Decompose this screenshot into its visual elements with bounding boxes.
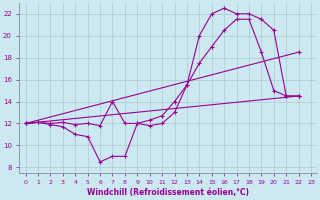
- X-axis label: Windchill (Refroidissement éolien,°C): Windchill (Refroidissement éolien,°C): [87, 188, 249, 197]
